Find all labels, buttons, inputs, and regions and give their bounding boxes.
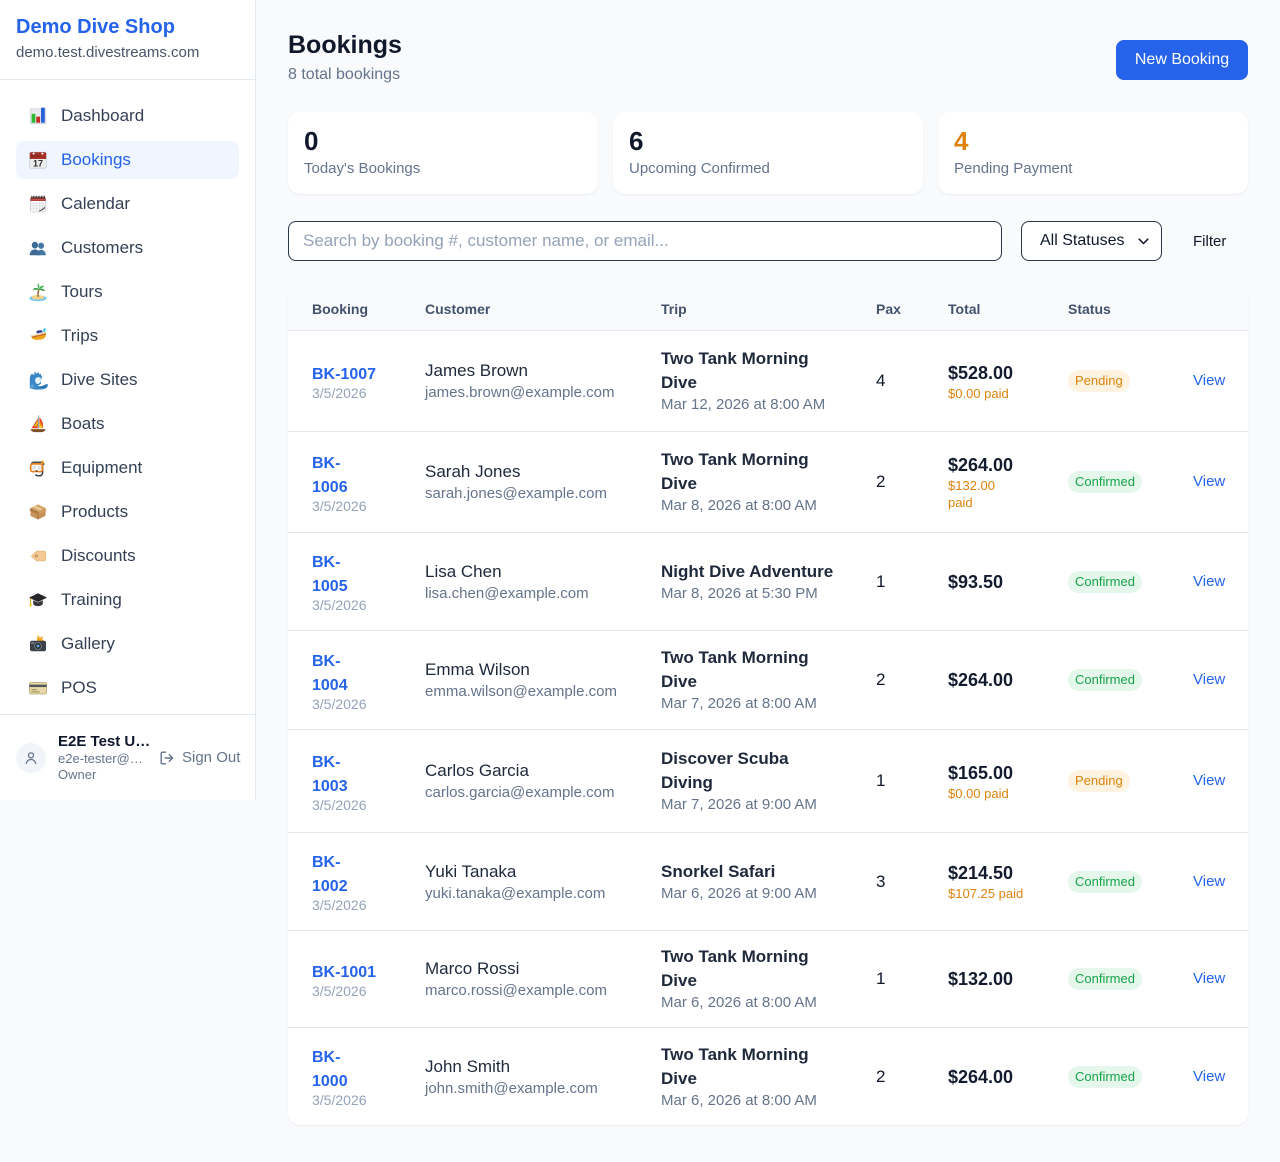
svg-text:17: 17 xyxy=(33,159,43,169)
